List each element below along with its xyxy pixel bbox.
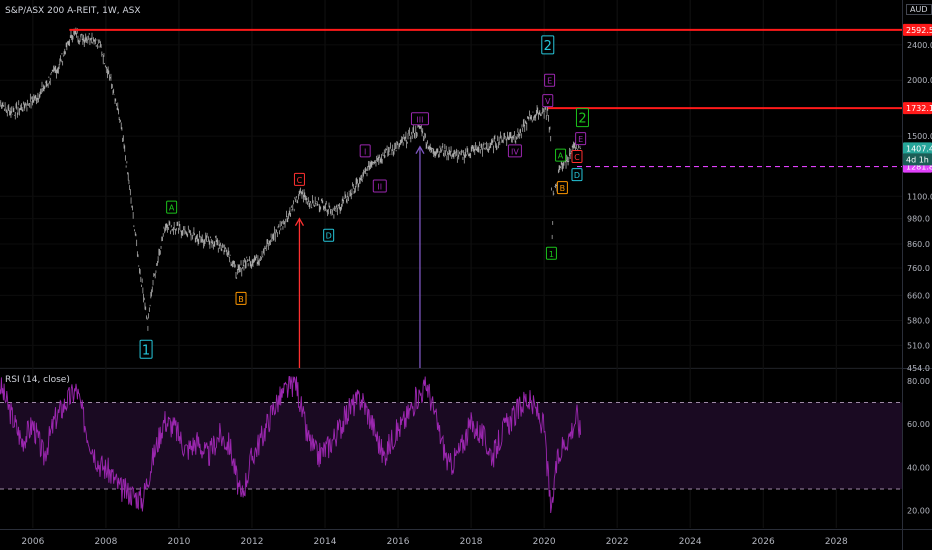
y-tick-label: 860.0 <box>907 240 930 249</box>
price-tag <box>903 153 932 166</box>
x-tick-label: 2014 <box>314 537 337 547</box>
rsi-tick-label: 20.00 <box>907 507 930 516</box>
x-tick-label: 2008 <box>94 537 117 547</box>
wave-label-box <box>410 112 429 126</box>
x-tick-label: 2024 <box>679 537 702 547</box>
wave-label: E <box>547 77 552 86</box>
wave-label: A <box>558 152 564 161</box>
wave-label-box <box>555 148 567 162</box>
wave-label-box <box>372 179 387 193</box>
wave-label-box <box>571 168 583 182</box>
arrow-head <box>294 217 305 226</box>
wave-label-box <box>575 132 587 146</box>
wave-label: 1 <box>142 343 150 358</box>
x-tick-label: 2010 <box>167 537 190 547</box>
wave-label-box <box>556 181 568 195</box>
wave-label: V <box>545 97 551 106</box>
wave-label: B <box>560 184 566 193</box>
wave-label-box <box>235 291 247 305</box>
rsi-band-fill <box>0 402 902 490</box>
y-tick-label: 760.0 <box>907 264 930 273</box>
wave-label: IV <box>511 147 519 156</box>
wave-label: II <box>377 182 382 191</box>
x-tick-label: 2026 <box>752 537 775 547</box>
wave-label-box <box>359 144 371 158</box>
rsi-title: RSI (14, close) <box>5 375 70 385</box>
wave-label-box <box>575 108 589 128</box>
y-tick-label: 660.0 <box>907 291 930 300</box>
rsi-tick-label: 40.00 <box>907 463 930 472</box>
wave-label-box <box>139 339 153 359</box>
x-tick-label: 2016 <box>387 537 410 547</box>
y-tick-label: 980.0 <box>907 215 930 224</box>
y-tick-label: 2000.0 <box>907 76 932 85</box>
x-tick-label: 2012 <box>241 537 264 547</box>
wave-label-box <box>507 144 522 158</box>
rsi-tick-label: 80.00 <box>907 377 930 386</box>
wave-label: I <box>364 147 366 156</box>
wave-label-box <box>541 35 555 55</box>
price-tag-label: 4d 1h <box>906 155 929 164</box>
price-tag <box>903 142 932 155</box>
wave-label-box <box>545 246 557 260</box>
wave-label: C <box>297 176 303 185</box>
level-tag-label: 1281.8 <box>906 163 932 172</box>
rsi-line <box>0 375 582 514</box>
level-tag <box>903 23 932 36</box>
level-tag-label: 1732.1 <box>906 104 932 113</box>
wave-label: A <box>169 204 175 213</box>
x-tick-label: 2022 <box>606 537 629 547</box>
y-tick-label: 2400.0 <box>907 41 932 50</box>
wave-label-box <box>571 150 583 164</box>
level-tag <box>903 102 932 115</box>
wave-label: 2 <box>544 39 552 54</box>
price-tag-label: 1407.4 <box>906 144 932 153</box>
chart-title: S&P/ASX 200 A-REIT, 1W, ASX <box>5 6 141 16</box>
wave-label: B <box>238 295 244 304</box>
wave-label-box <box>166 200 178 214</box>
wave-label-box <box>542 94 554 108</box>
wave-label: III <box>416 115 423 124</box>
wave-label: D <box>326 232 332 241</box>
wave-label: E <box>578 135 583 144</box>
currency-label: AUD <box>906 4 932 15</box>
wave-label-box <box>323 228 335 242</box>
rsi-tick-label: 60.00 <box>907 420 930 429</box>
x-tick-label: 2020 <box>533 537 556 547</box>
wave-label-box <box>544 73 556 87</box>
y-tick-label: 580.0 <box>907 316 930 325</box>
x-tick-label: 2018 <box>460 537 483 547</box>
wave-label: C <box>574 153 580 162</box>
wave-label: D <box>574 171 580 180</box>
y-tick-label: 1100.0 <box>907 192 932 201</box>
level-tag-label: 2592.5 <box>906 26 932 35</box>
wave-label-box <box>293 172 305 186</box>
x-tick-label: 2006 <box>21 537 44 547</box>
y-tick-label: 1500.0 <box>907 132 932 141</box>
y-tick-label: 454.0 <box>907 364 930 373</box>
x-tick-label: 2028 <box>825 537 848 547</box>
arrow-head <box>415 145 425 155</box>
wave-label: 1 <box>549 250 554 259</box>
y-tick-label: 510.0 <box>907 341 930 350</box>
wave-label: 2 <box>578 112 586 127</box>
